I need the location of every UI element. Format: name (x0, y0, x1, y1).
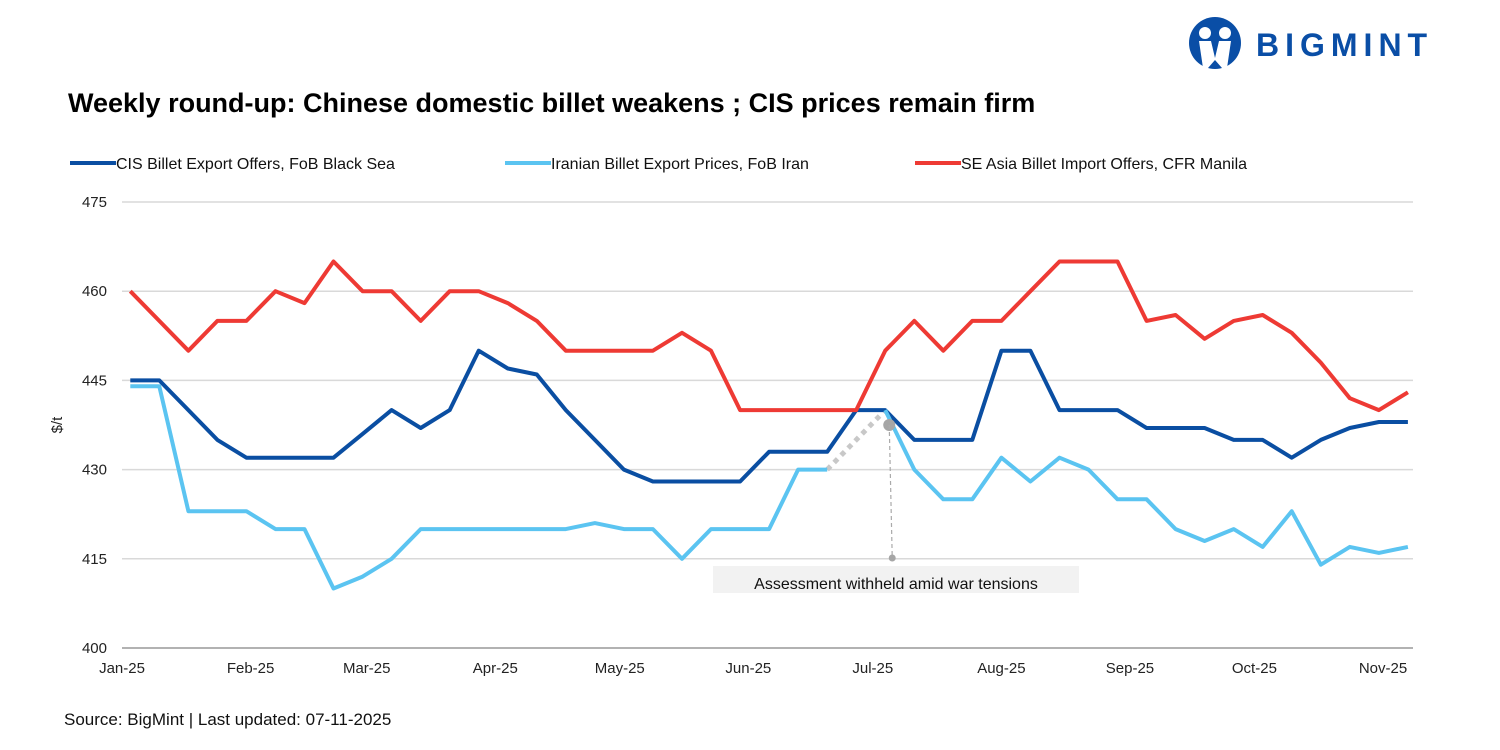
x-tick-label: Feb-25 (227, 660, 275, 677)
x-tick-label: May-25 (595, 660, 645, 677)
series-line-3 (128, 259, 1409, 413)
bigmint-logo: BIGMINT (1188, 16, 1470, 75)
x-tick-label: Jan-25 (99, 660, 145, 677)
x-tick-label: Oct-25 (1232, 660, 1277, 677)
chart-title: Weekly round-up: Chinese domestic billet… (68, 88, 1036, 118)
x-tick-label: Aug-25 (977, 660, 1025, 677)
y-tick-label: 475 (82, 194, 107, 211)
legend-label: Iranian Billet Export Prices, FoB Iran (551, 156, 809, 173)
annotation-end-dot (888, 554, 896, 562)
source-note: Source: BigMint | Last updated: 07-11-20… (64, 710, 392, 729)
annotation-text: Assessment withheld amid war tensions (754, 576, 1038, 593)
legend-label: CIS Billet Export Offers, FoB Black Sea (116, 156, 395, 173)
x-tick-label: Apr-25 (473, 660, 518, 677)
y-tick-label: 430 (82, 462, 107, 479)
legend-label: SE Asia Billet Import Offers, CFR Manila (961, 156, 1247, 173)
annotation-box (713, 566, 1079, 593)
series-line-1 (130, 348, 1408, 484)
x-tick-label: Sep-25 (1106, 660, 1154, 677)
y-tick-label: 415 (82, 551, 107, 568)
logo-text: BIGMINT (1256, 27, 1433, 63)
x-tick-label: Mar-25 (343, 660, 391, 677)
x-tick-label: Jun-25 (725, 660, 771, 677)
y-tick-label: 445 (82, 372, 107, 389)
x-tick-label: Nov-25 (1359, 660, 1407, 677)
annotation-leader (888, 424, 893, 559)
gap-connector (825, 408, 888, 472)
y-axis-label: $/t (49, 416, 66, 434)
y-tick-label: 400 (82, 640, 107, 657)
y-tick-label: 460 (82, 283, 107, 300)
x-tick-label: Jul-25 (852, 660, 893, 677)
